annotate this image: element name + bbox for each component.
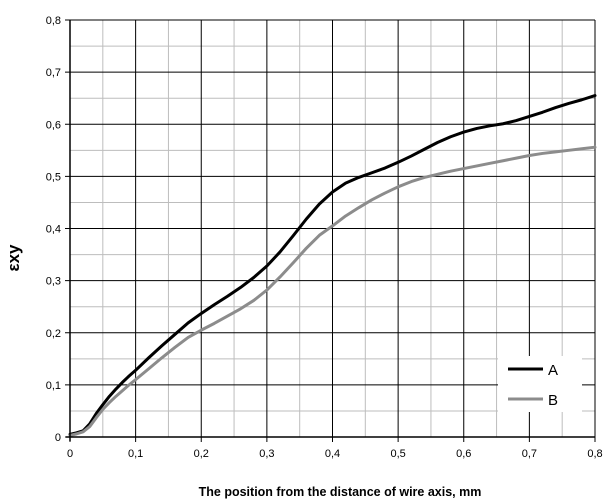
x-tick-label: 0,3 xyxy=(259,448,274,460)
x-tick-label: 0,7 xyxy=(522,448,537,460)
x-tick-label: 0,1 xyxy=(128,448,143,460)
x-tick-label: 0,8 xyxy=(587,448,602,460)
x-tick-label: 0,5 xyxy=(390,448,405,460)
series-layer xyxy=(68,94,597,437)
legend-label-a: A xyxy=(548,362,558,379)
series-line-a xyxy=(68,94,597,436)
x-tick-label: 0,4 xyxy=(325,448,340,460)
major-grid xyxy=(70,19,596,437)
series-line-b xyxy=(68,145,597,437)
y-tick-label: 0 xyxy=(55,432,61,444)
x-tick-label: 0,2 xyxy=(194,448,209,460)
legend-box xyxy=(498,356,582,412)
y-tick-label: 0,4 xyxy=(46,224,61,236)
y-tick-label: 0,7 xyxy=(46,67,61,79)
y-tick-label: 0,2 xyxy=(46,328,61,340)
x-tick-label: 0,6 xyxy=(456,448,471,460)
legend-label-b: B xyxy=(548,392,558,409)
x-tick-labels: 0 0,1 0,2 0,3 0,4 0,5 0,6 0,7 0,8 xyxy=(67,448,603,460)
y-tick-label: 0,1 xyxy=(46,380,61,392)
y-tick-label: 0,8 xyxy=(46,15,61,27)
y-axis-title: εxy xyxy=(4,244,23,272)
x-axis-title: The position from the distance of wire a… xyxy=(199,485,482,499)
y-tick-label: 0,5 xyxy=(46,171,61,183)
axes xyxy=(65,19,596,442)
y-tick-label: 0,3 xyxy=(46,276,61,288)
x-tick-label: 0 xyxy=(67,448,73,460)
y-tick-labels: 0 0,1 0,2 0,3 0,4 0,5 0,6 0,7 0,8 xyxy=(46,15,61,444)
legend: A B xyxy=(498,356,582,412)
y-tick-label: 0,6 xyxy=(46,119,61,131)
